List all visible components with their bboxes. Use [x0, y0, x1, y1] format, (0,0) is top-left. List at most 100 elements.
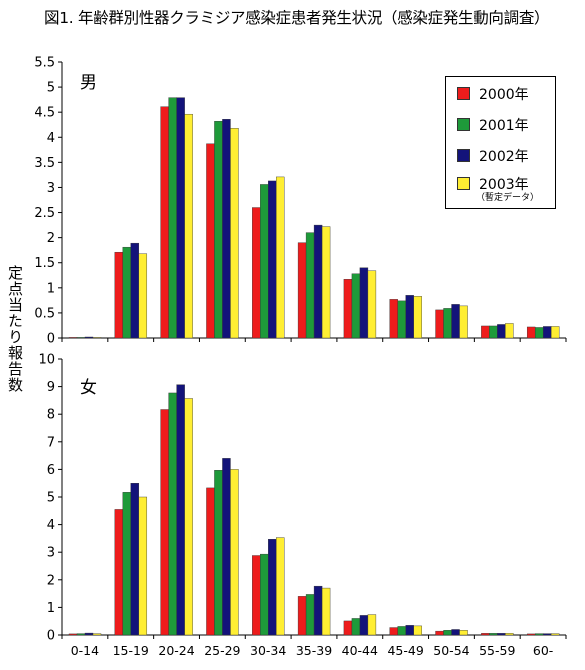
y-tick-label: 5	[47, 491, 55, 506]
bar-female-2000年-30-34	[252, 555, 261, 636]
y-tick-label: 1	[47, 281, 55, 296]
bar-female-2000年-20-24	[160, 409, 169, 636]
bar-female-2002年-60-	[542, 633, 552, 636]
x-tick-label: 25-29	[204, 643, 240, 658]
y-tick-label: 1.5	[34, 256, 55, 271]
legend-swatch-2002	[457, 149, 470, 162]
bar-female-2003年-30-34	[276, 537, 285, 636]
bar-male-2001年-35-39	[305, 232, 315, 339]
bar-male-2003年-60-	[550, 326, 560, 339]
legend: 2000年 2001年 2002年 2003年 （暫定データ）	[445, 76, 556, 209]
bar-male-2002年-50-54	[451, 304, 460, 339]
legend-label-2001: 2001年	[479, 118, 529, 134]
y-tick-label: 6	[47, 463, 55, 478]
bar-female-2002年-20-24	[176, 384, 185, 636]
legend-label-2002: 2002年	[479, 149, 529, 165]
bar-female-2003年-25-29	[230, 469, 239, 636]
y-tick-label: 0	[47, 332, 55, 347]
y-axis-label: 定点当たり報告数	[6, 265, 24, 393]
bar-male-2003年-55-59	[505, 323, 514, 339]
bar-male-2000年-60-	[526, 326, 536, 339]
y-tick-label: 1	[47, 601, 55, 616]
legend-label-2000: 2000年	[479, 87, 529, 103]
bar-male-2003年-25-29	[230, 128, 239, 339]
legend-label-2003: 2003年	[479, 177, 529, 193]
y-tick-label: 4	[47, 131, 55, 146]
legend-note: （暫定データ）	[476, 193, 540, 203]
y-tick-label: 2	[47, 231, 55, 246]
bar-female-2003年-35-39	[321, 587, 331, 636]
bar-female-2003年-45-49	[413, 625, 422, 636]
x-tick-label: 50-54	[433, 643, 469, 658]
bar-male-2002年-45-49	[405, 295, 414, 339]
y-tick-label: 4.5	[34, 106, 55, 121]
bar-male-2002年-35-39	[313, 224, 323, 339]
bar-male-2002年-40-44	[359, 267, 369, 339]
y-tick-label: 3.5	[34, 156, 55, 171]
bar-female-2002年-15-19	[130, 483, 140, 636]
bar-female-2001年-25-29	[214, 470, 223, 636]
bar-female-2001年-60-	[534, 633, 544, 636]
y-tick-label: 8	[47, 408, 55, 423]
bar-male-2001年-50-54	[443, 308, 452, 339]
bar-male-2001年-20-24	[168, 97, 177, 339]
bar-male-2003年-20-24	[184, 113, 193, 339]
y-tick-label: 3	[47, 546, 55, 561]
bar-female-2000年-0-14	[68, 633, 78, 636]
bar-male-2000年-25-29	[206, 143, 215, 339]
bar-female-2001年-45-49	[397, 626, 406, 636]
bar-female-2001年-15-19	[122, 492, 132, 636]
bar-female-2001年-50-54	[443, 630, 452, 636]
bar-male-2000年-35-39	[297, 242, 307, 339]
y-tick-label: 9	[47, 380, 55, 395]
x-tick-label: 40-44	[342, 643, 378, 658]
bar-male-2001年-55-59	[489, 325, 498, 339]
y-tick-label: 2	[47, 573, 55, 588]
chart-title: 図1. 年齢群別性器クラミジア感染症患者発生状況（感染症発生動向調査）	[44, 9, 550, 27]
bar-female-2002年-25-29	[222, 458, 231, 636]
bar-female-2002年-30-34	[268, 539, 277, 636]
y-tick-label: 0.5	[34, 306, 55, 321]
bar-male-2002年-55-59	[497, 324, 506, 339]
bar-male-2003年-40-44	[367, 270, 377, 339]
bar-male-2002年-20-24	[176, 97, 185, 339]
bar-male-2000年-30-34	[252, 207, 261, 339]
bar-male-2000年-55-59	[481, 325, 490, 339]
bar-female-2002年-45-49	[405, 625, 414, 636]
bar-female-2001年-35-39	[305, 594, 315, 636]
x-tick-label: 20-24	[158, 643, 194, 658]
bar-male-2003年-50-54	[459, 305, 468, 339]
bar-female-2000年-40-44	[343, 620, 353, 636]
x-tick-label: 45-49	[387, 643, 423, 658]
y-tick-label: 7	[47, 435, 55, 450]
bar-female-2000年-15-19	[114, 509, 124, 636]
bar-female-2000年-55-59	[481, 633, 490, 636]
x-tick-label: 30-34	[250, 643, 286, 658]
bar-female-2003年-20-24	[184, 398, 193, 636]
bar-male-2000年-50-54	[435, 309, 444, 339]
bar-male-2000年-20-24	[160, 106, 169, 339]
bar-female-2002年-0-14	[84, 632, 94, 636]
bar-male-2003年-35-39	[321, 226, 331, 339]
x-tick-label: 0-14	[71, 643, 99, 658]
bar-female-2001年-55-59	[489, 633, 498, 636]
bar-female-2000年-50-54	[435, 630, 444, 636]
y-tick-label: 5.5	[34, 56, 55, 71]
bar-male-2000年-45-49	[389, 299, 398, 339]
bar-female-2003年-55-59	[505, 633, 514, 636]
bar-male-2002年-0-14	[84, 336, 94, 339]
bar-male-2002年-15-19	[130, 242, 140, 339]
bar-male-2002年-30-34	[268, 180, 277, 339]
bar-male-2000年-15-19	[114, 251, 124, 339]
bar-male-2000年-0-14	[68, 337, 78, 339]
bar-male-2001年-25-29	[214, 121, 223, 339]
legend-swatch-2003	[457, 177, 470, 190]
bar-male-2000年-40-44	[343, 279, 353, 339]
bar-female-2003年-60-	[550, 633, 560, 636]
y-tick-label: 4	[47, 518, 55, 533]
bar-female-2003年-50-54	[459, 630, 468, 636]
y-tick-label: 10	[38, 353, 55, 368]
bar-female-2001年-30-34	[260, 553, 269, 636]
panel-label-male: 男	[80, 73, 97, 93]
legend-swatch-2001	[457, 118, 470, 131]
